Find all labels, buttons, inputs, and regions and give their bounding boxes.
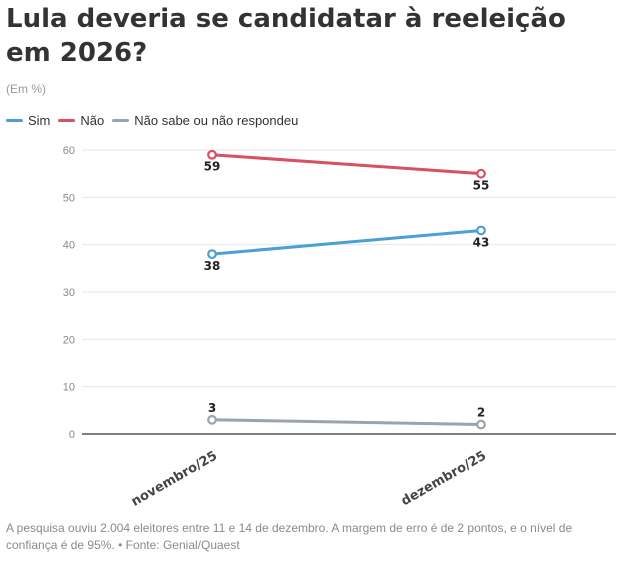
legend-swatch-sim (6, 119, 23, 122)
legend-swatch-nao (58, 119, 76, 122)
y-tick-label: 60 (63, 145, 75, 157)
data-label-nao-sabe: 3 (208, 401, 216, 415)
legend-label-nao: Não (80, 113, 105, 128)
data-point-nao-sabe (207, 414, 217, 425)
chart-title: Lula deveria se candidatar à reeleição e… (6, 4, 566, 68)
legend-swatch-nao-sabe (112, 119, 130, 122)
series-line-sim (210, 228, 483, 256)
legend-item-nao: Não (58, 113, 104, 128)
data-label-nao: 55 (473, 179, 490, 193)
x-tick-label: dezembro/25 (399, 448, 489, 509)
line-chart: 0 10 20 30 40 50 60 novembro/25 dezembro/25 38 43 5… (63, 145, 616, 510)
series-line-nao (210, 153, 483, 176)
footnote: A pesquisa ouviu 2.004 eleitores entre 1… (6, 521, 573, 552)
y-tick-label: 10 (63, 382, 75, 394)
legend: Sim Não Não sabe ou não respondeu (6, 113, 306, 128)
y-tick-label: 30 (63, 287, 75, 299)
y-tick-label: 50 (63, 192, 75, 204)
x-tick-label: novembro/25 (129, 448, 220, 509)
data-point-nao (207, 149, 217, 160)
legend-item-sim: Sim (6, 113, 50, 128)
data-point-nao-sabe (476, 419, 486, 430)
data-label-nao: 59 (204, 160, 221, 174)
legend-item-nao-sabe: Não sabe ou não respondeu (112, 113, 298, 128)
legend-label-sim: Sim (28, 113, 51, 128)
y-tick-label: 20 (63, 334, 75, 346)
y-tick-label: 40 (63, 240, 75, 252)
series-line-nao-sabe (210, 418, 483, 427)
legend-label-nao-sabe: Não sabe ou não respondeu (134, 113, 299, 128)
data-point-sim (207, 249, 217, 260)
data-label-nao-sabe: 2 (477, 406, 485, 420)
data-point-sim (476, 225, 486, 236)
y-tick-label: 0 (69, 429, 75, 441)
chart-subtitle: (Em %) (6, 82, 46, 96)
data-point-nao (476, 168, 486, 179)
data-label-sim: 43 (473, 235, 490, 249)
data-label-sim: 38 (204, 259, 221, 273)
